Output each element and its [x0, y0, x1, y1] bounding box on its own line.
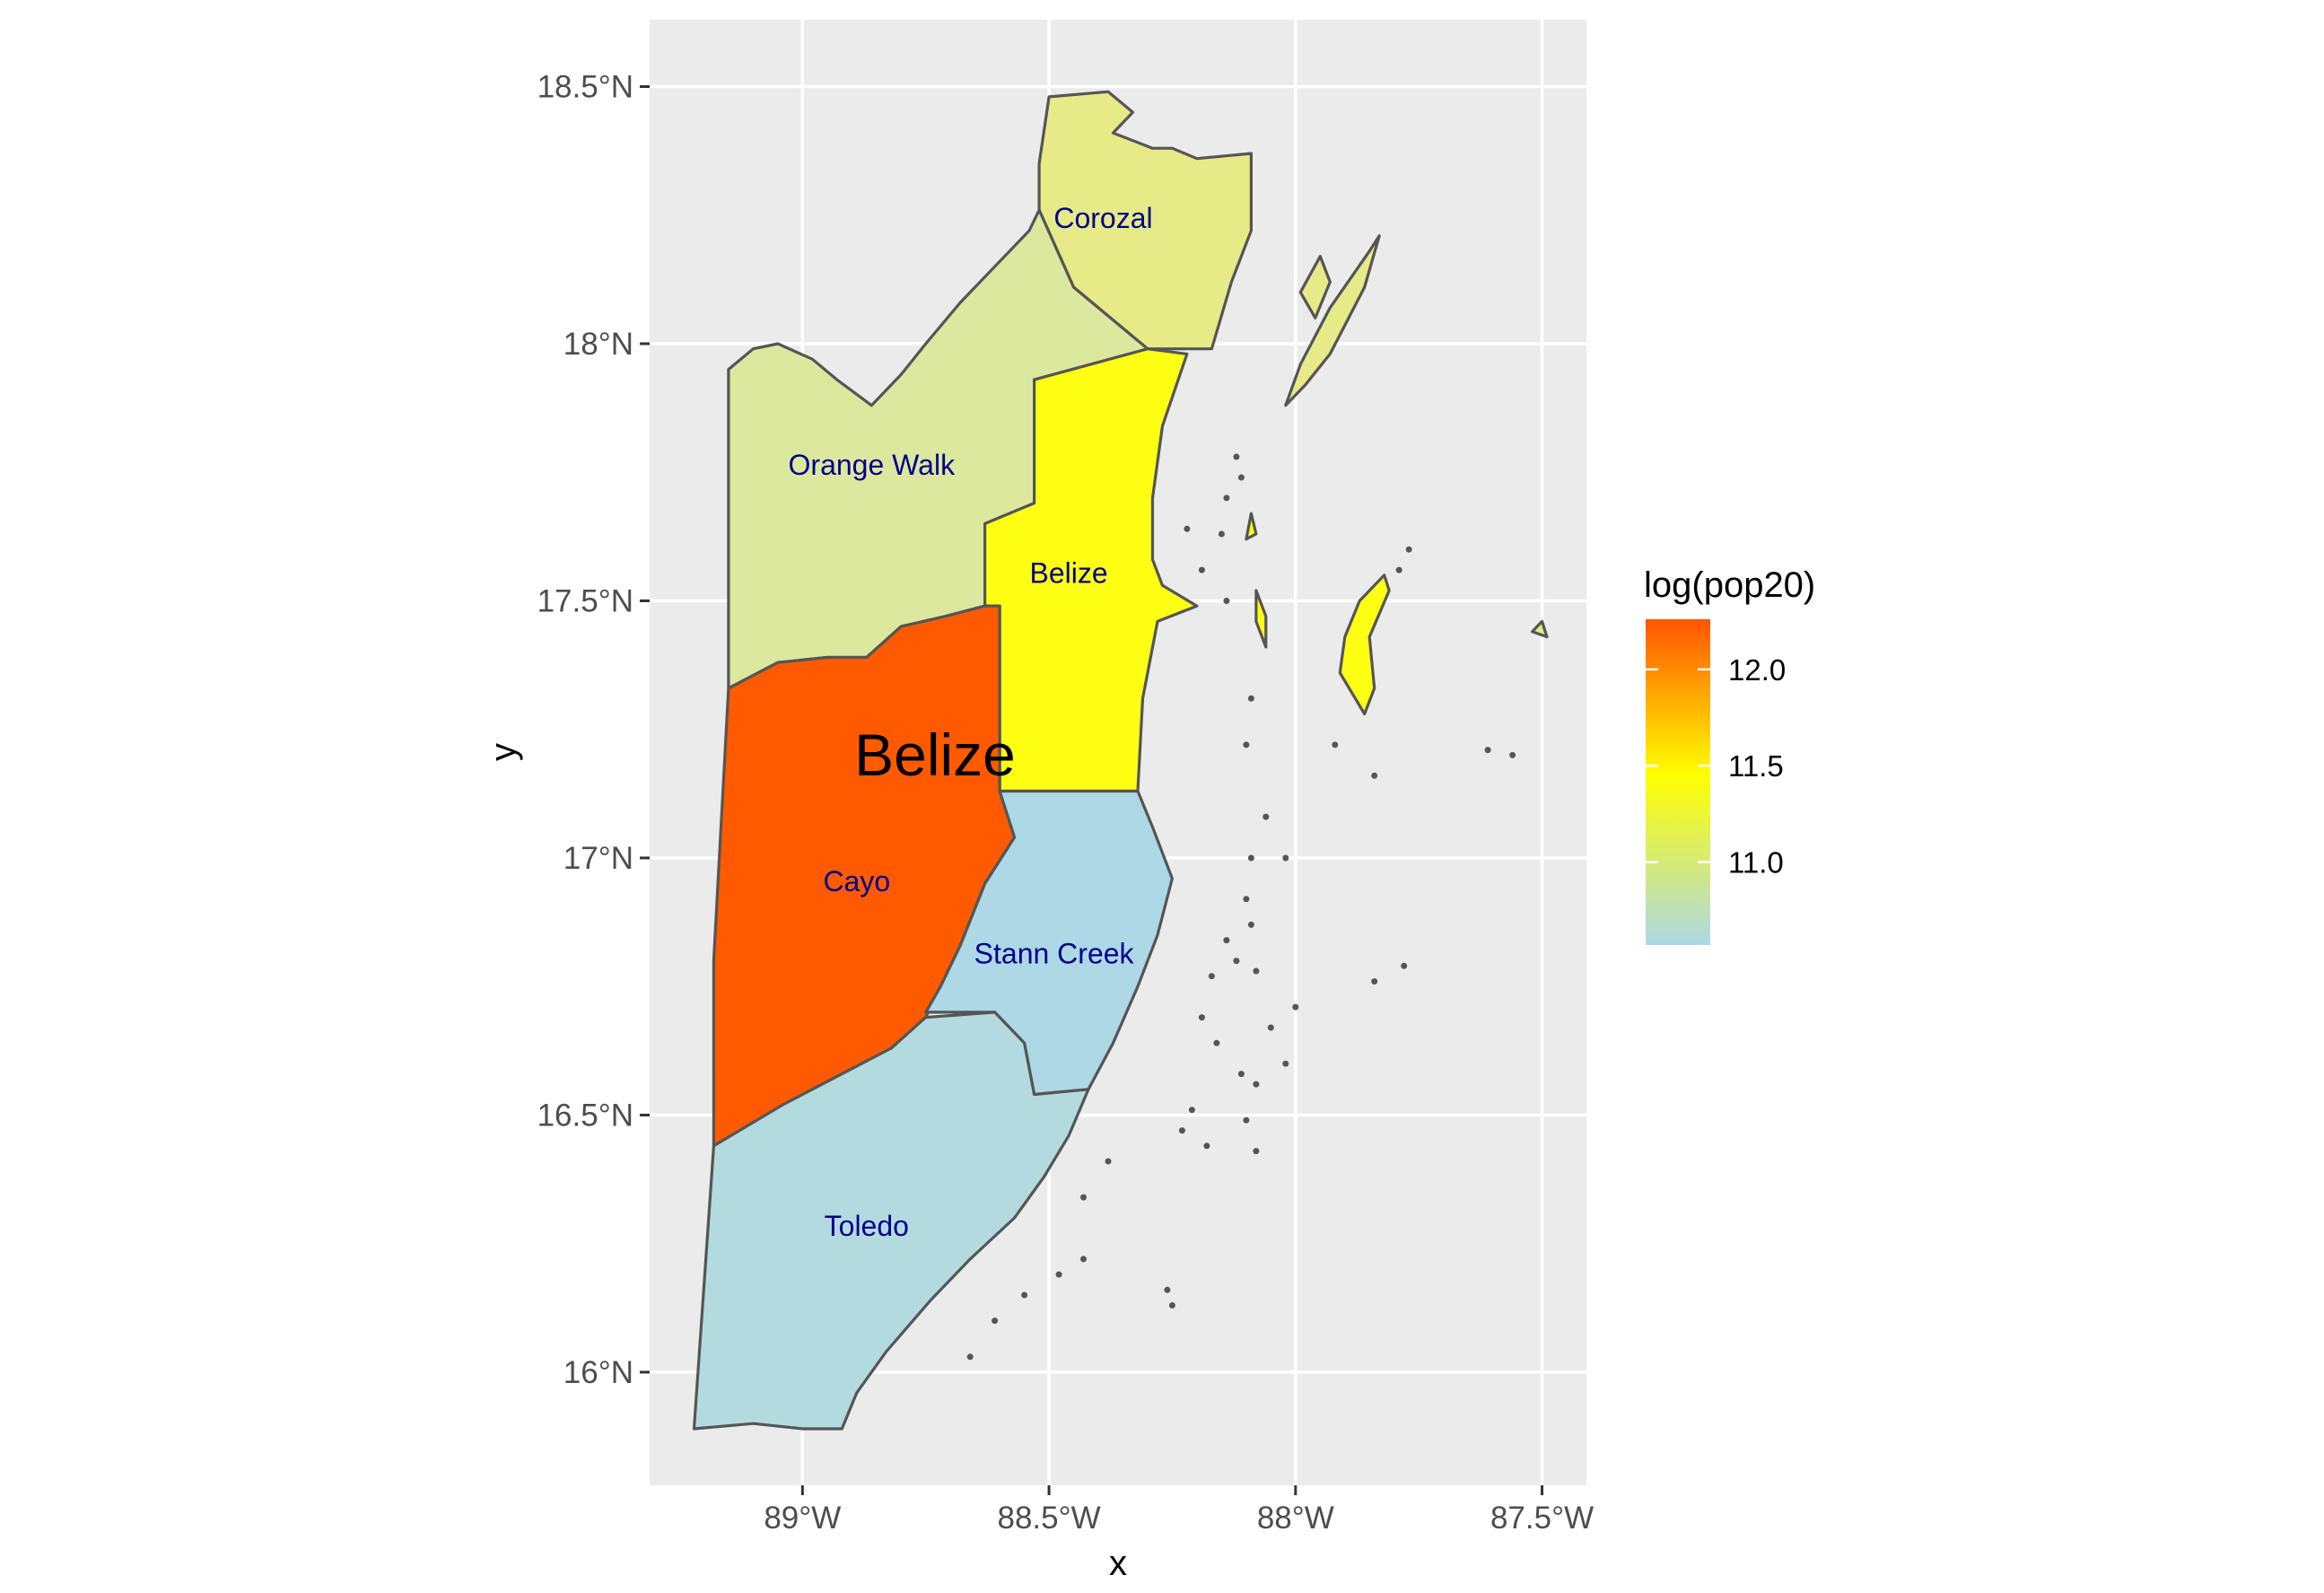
cay — [1188, 1107, 1195, 1114]
legend: log(pop20) 12.0 11.5 11.0 — [1644, 565, 1815, 945]
island — [1284, 234, 1381, 407]
cay — [1395, 566, 1402, 573]
cay — [1509, 751, 1516, 758]
x-axis-title: x — [1109, 1544, 1127, 1583]
cay — [992, 1317, 999, 1325]
cay — [1332, 741, 1339, 748]
cay — [1262, 813, 1270, 820]
cay-markers — [966, 453, 1516, 1361]
cay — [1371, 772, 1378, 779]
cay — [1243, 741, 1250, 748]
cay — [1243, 1116, 1250, 1124]
cay — [1213, 1039, 1220, 1046]
island-polygons — [1245, 234, 1549, 716]
cay — [1080, 1256, 1087, 1263]
cay — [1267, 1024, 1274, 1031]
y-tick-label: 18°N — [564, 327, 633, 362]
legend-title: log(pop20) — [1644, 565, 1815, 605]
island — [1338, 573, 1391, 716]
cay — [1247, 854, 1254, 862]
x-tick-label: 89°W — [764, 1501, 841, 1536]
cay — [1282, 854, 1289, 862]
y-tick-label: 18.5°N — [537, 69, 633, 104]
island — [1530, 619, 1549, 639]
district-label-belize: Belize — [1030, 556, 1108, 589]
x-tick-label: 88°W — [1257, 1501, 1334, 1536]
cay — [1253, 967, 1260, 975]
legend-break-label: 11.0 — [1728, 846, 1784, 880]
island — [1298, 255, 1332, 319]
legend-break-label: 11.5 — [1728, 749, 1784, 783]
cay — [1105, 1158, 1112, 1165]
y-tick-label: 16.5°N — [537, 1098, 633, 1133]
legend-colorbar — [1646, 619, 1710, 945]
cay — [1208, 973, 1215, 980]
cay — [1484, 747, 1491, 754]
cay — [1243, 896, 1250, 903]
cay — [1223, 937, 1230, 944]
cay — [1401, 962, 1408, 969]
cay — [1247, 921, 1254, 928]
island — [1245, 512, 1258, 541]
cay — [1055, 1271, 1062, 1278]
district-label-cayo: Cayo — [823, 865, 890, 897]
cay — [1405, 546, 1412, 553]
cay — [1233, 958, 1240, 965]
cay — [1164, 1286, 1171, 1293]
cay — [1233, 453, 1240, 460]
x-tick-label: 88.5°W — [997, 1501, 1100, 1536]
cay — [1253, 1148, 1260, 1155]
district-label-toledo: Toledo — [825, 1210, 909, 1242]
cay — [1237, 1071, 1245, 1078]
cay — [1292, 1003, 1299, 1011]
y-tick-label: 16°N — [564, 1355, 633, 1390]
y-tick-label: 17°N — [564, 841, 633, 876]
cay — [1168, 1302, 1175, 1309]
cay — [1203, 1142, 1210, 1150]
y-tick-label: 17.5°N — [537, 583, 633, 618]
cay — [1218, 530, 1225, 538]
cay — [1237, 474, 1245, 481]
district-belize — [983, 347, 1199, 793]
district-polygons — [692, 90, 1254, 1431]
cay — [1247, 695, 1254, 702]
cay — [1021, 1291, 1028, 1299]
cay — [1184, 525, 1191, 532]
plot-panel: Corozal Orange Walk Belize Cayo Stann Creek T… — [650, 20, 1586, 1485]
district-labels: Corozal Orange Walk Belize Cayo Stann Creek T… — [789, 202, 1153, 1242]
map-title: Belize — [854, 722, 1016, 788]
district-label-corozal: Corozal — [1053, 202, 1152, 234]
cay — [1253, 1081, 1260, 1088]
cay — [1282, 1060, 1289, 1067]
cay — [1198, 1014, 1205, 1021]
district-label-stann-creek: Stann Creek — [974, 937, 1135, 969]
y-axis-title: y — [484, 743, 523, 761]
cay — [1371, 978, 1378, 985]
island — [1254, 589, 1268, 649]
cay — [1223, 598, 1230, 604]
district-toledo — [692, 1011, 1090, 1431]
legend-break-label: 12.0 — [1728, 653, 1786, 687]
cay — [966, 1353, 974, 1361]
district-label-orange-walk: Orange Walk — [789, 449, 957, 481]
x-tick-label: 87.5°W — [1490, 1501, 1594, 1536]
cay — [1198, 566, 1205, 573]
y-axis: 16°N 16.5°N 17°N 17.5°N 18°N 18.5°N — [537, 69, 650, 1390]
cay — [1178, 1127, 1185, 1134]
x-axis: 89°W 88.5°W 88°W 87.5°W — [764, 1485, 1594, 1536]
cay — [1080, 1194, 1087, 1201]
cay — [1223, 495, 1230, 502]
legend-breaks: 12.0 11.5 11.0 — [1646, 653, 1786, 880]
